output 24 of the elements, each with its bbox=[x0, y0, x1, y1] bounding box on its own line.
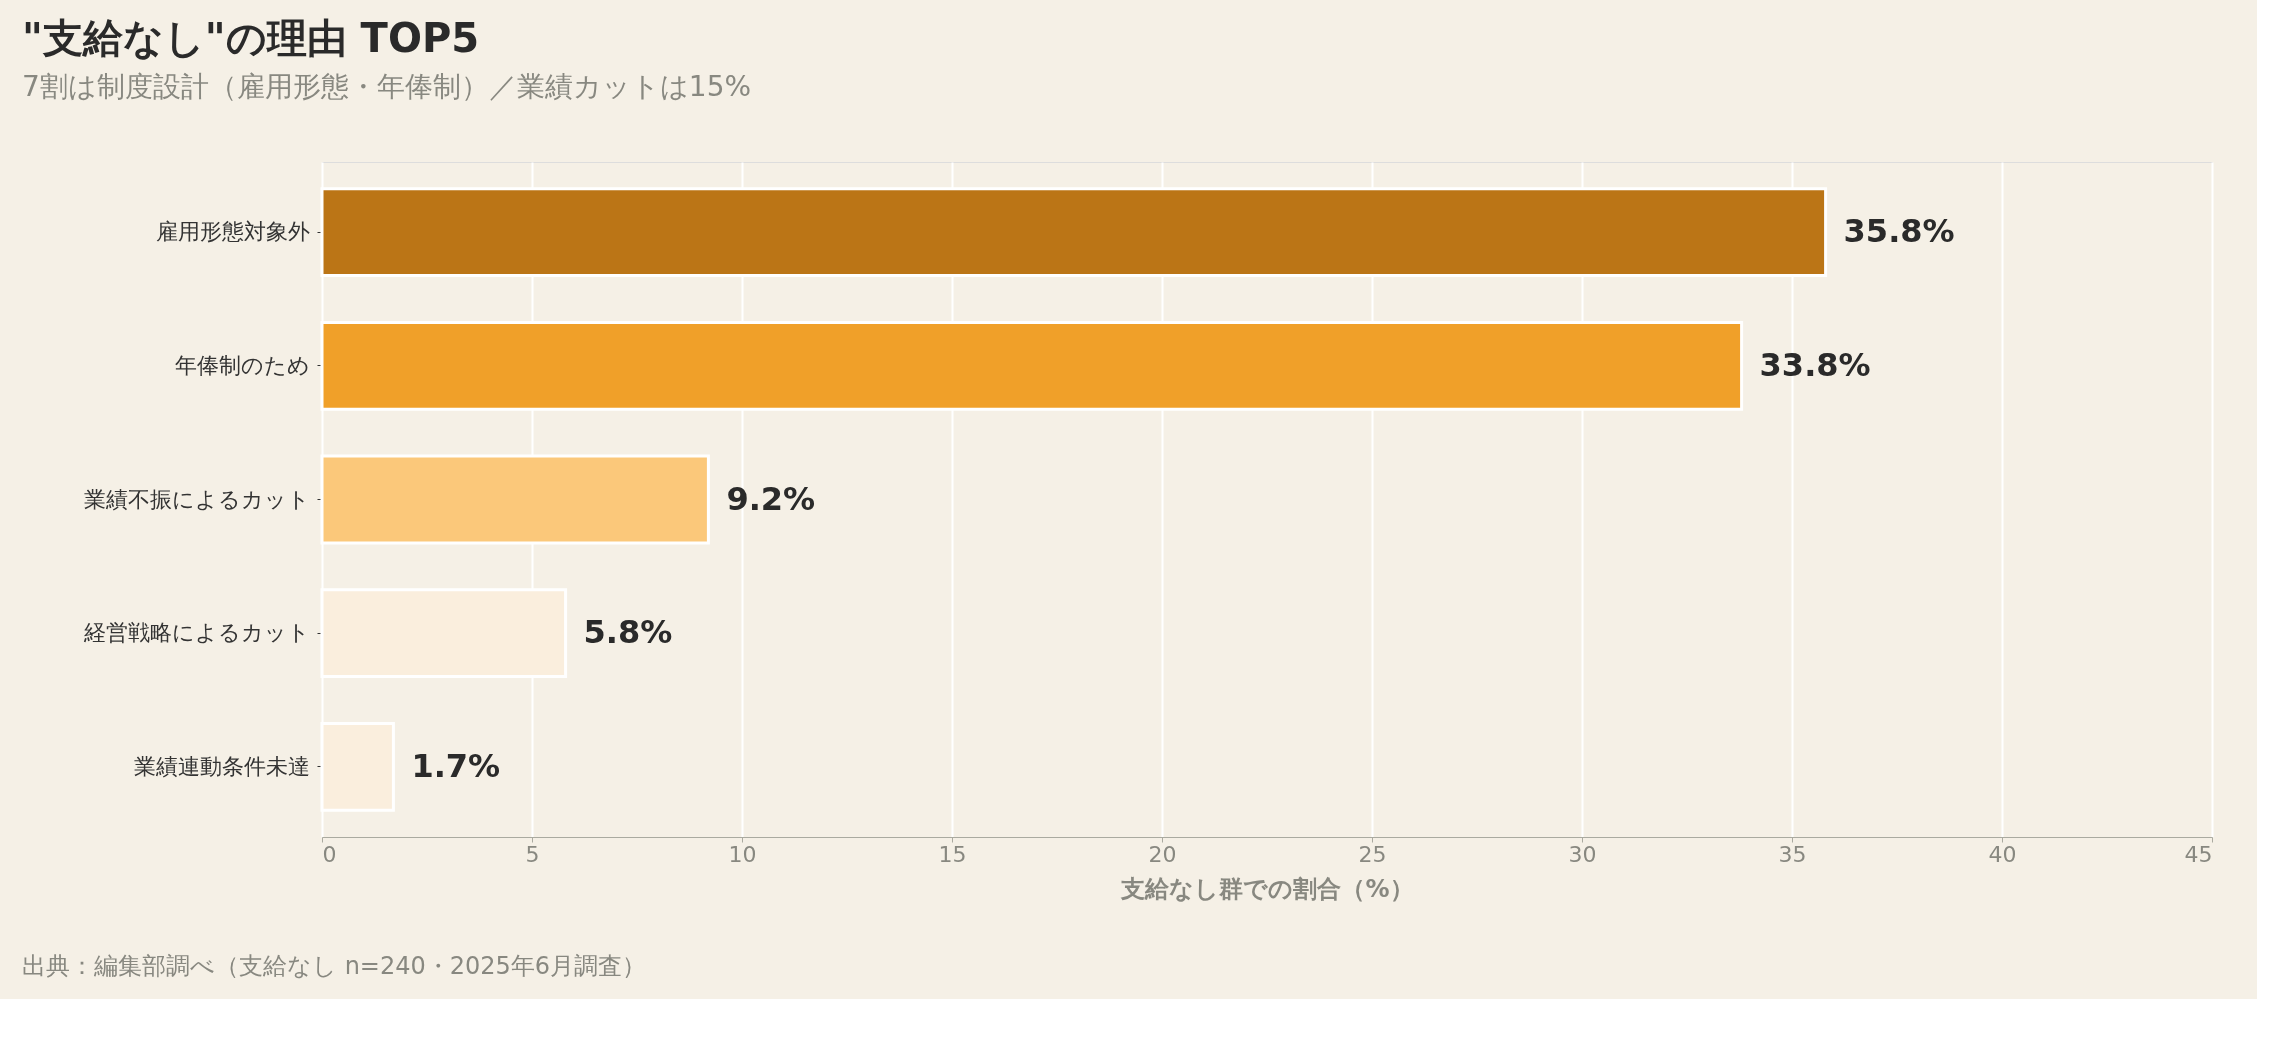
data-label: 5.8% bbox=[583, 613, 673, 652]
x-tick-label: 5 bbox=[525, 841, 540, 867]
y-tick-label: 雇用形態対象外 bbox=[155, 219, 310, 245]
chart-title: "支給なし"の理由 TOP5 bbox=[22, 15, 480, 61]
y-tick-label: 年俸制のため bbox=[174, 352, 310, 378]
data-label: 33.8% bbox=[1759, 345, 1871, 384]
data-label: 9.2% bbox=[726, 479, 816, 518]
x-tick-label: 30 bbox=[1568, 841, 1597, 867]
data-label: 35.8% bbox=[1843, 212, 1955, 251]
x-tick-label: 35 bbox=[1778, 841, 1807, 867]
x-tick-label: 15 bbox=[938, 841, 967, 867]
data-label: 1.7% bbox=[411, 746, 501, 785]
source-note: 出典：編集部調べ（支給なし n=240・2025年6月調査） bbox=[22, 952, 647, 980]
x-tick-label: 10 bbox=[728, 841, 757, 867]
x-axis-title: 支給なし群での割合（%） bbox=[1120, 874, 1414, 903]
y-tick-label: 業績連動条件未達 bbox=[133, 753, 310, 779]
y-tick-label: 経営戦略によるカット bbox=[82, 620, 310, 646]
y-tick-label: 業績不振によるカット bbox=[83, 486, 310, 512]
x-tick-label: 25 bbox=[1358, 841, 1387, 867]
x-tick-label: 0 bbox=[322, 841, 337, 867]
chart-subtitle: 7割は制度設計（雇用形態・年俸制）／業績カットは15% bbox=[22, 70, 752, 103]
x-tick-label: 40 bbox=[1988, 841, 2017, 867]
x-tick-label: 45 bbox=[2184, 841, 2213, 867]
x-tick-label: 20 bbox=[1148, 841, 1177, 867]
